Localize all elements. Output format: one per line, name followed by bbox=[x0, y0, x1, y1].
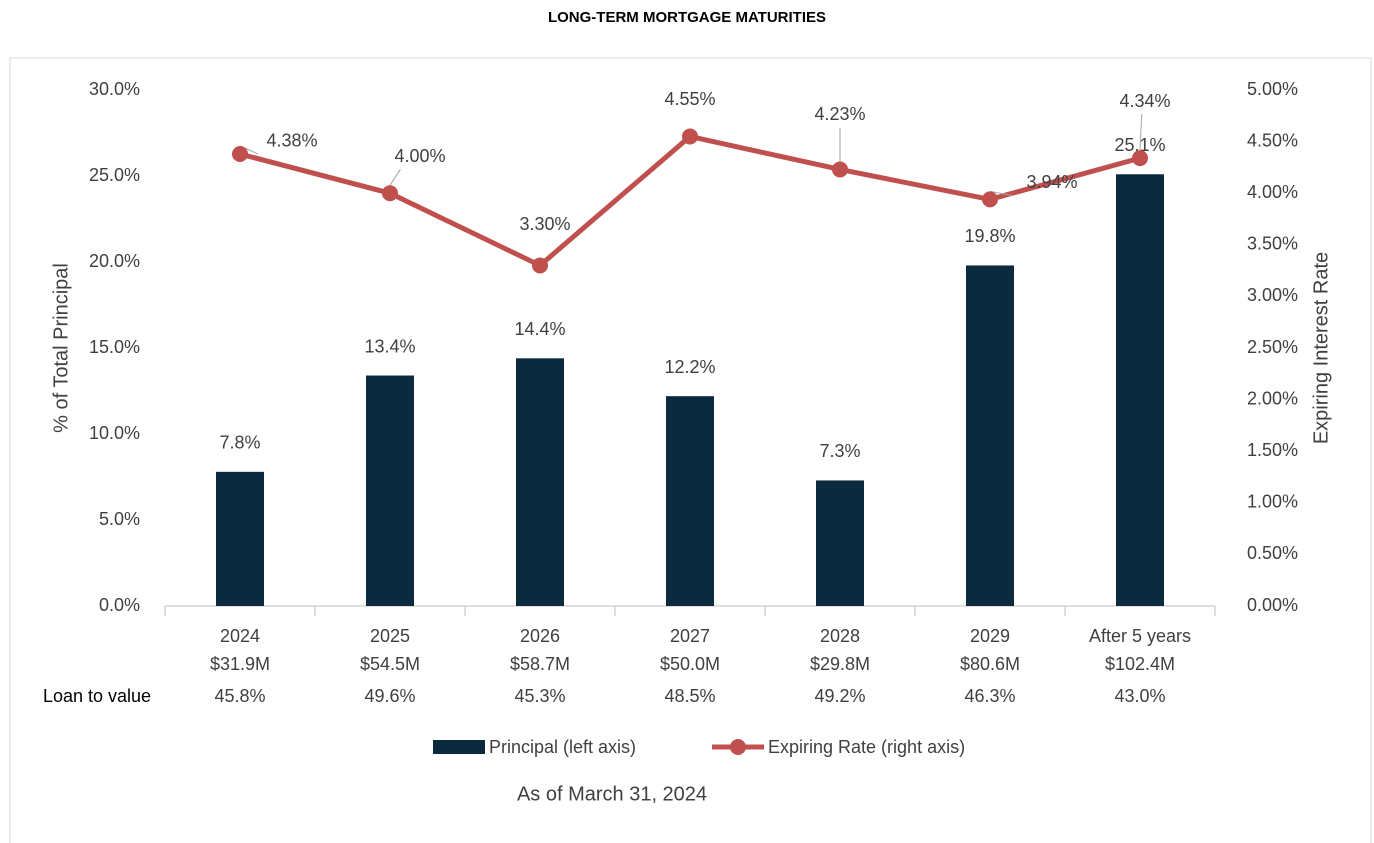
y2-tick-label: 3.00% bbox=[1247, 285, 1298, 305]
line-value-label: 3.94% bbox=[1026, 172, 1077, 192]
line-value-label: 3.30% bbox=[519, 214, 570, 234]
y2-tick-label: 0.00% bbox=[1247, 595, 1298, 615]
y2-tick-label: 1.00% bbox=[1247, 492, 1298, 512]
y2-tick-label: 0.50% bbox=[1247, 543, 1298, 563]
bar bbox=[366, 375, 414, 606]
x-tick-label: 2026 bbox=[520, 626, 560, 646]
y2-tick-label: 4.00% bbox=[1247, 182, 1298, 202]
category-amount: $80.6M bbox=[960, 654, 1020, 674]
x-tick-label: 2029 bbox=[970, 626, 1010, 646]
bar bbox=[216, 471, 264, 606]
bar-value-label: 12.2% bbox=[664, 357, 715, 377]
x-tick-label: 2024 bbox=[220, 626, 260, 646]
y2-tick-label: 4.50% bbox=[1247, 130, 1298, 150]
category-amount: $29.8M bbox=[810, 654, 870, 674]
bar bbox=[516, 358, 564, 606]
footnote: As of March 31, 2024 bbox=[517, 783, 707, 805]
line-value-label: 4.38% bbox=[266, 131, 317, 151]
y-tick-label: 5.0% bbox=[99, 509, 140, 529]
bar-value-label: 14.4% bbox=[514, 319, 565, 339]
bar bbox=[666, 396, 714, 606]
bar bbox=[1116, 174, 1164, 606]
x-tick-label: 2028 bbox=[820, 626, 860, 646]
line-point bbox=[1132, 150, 1148, 167]
bar-value-label: 7.8% bbox=[219, 433, 260, 453]
y2-tick-label: 2.00% bbox=[1247, 388, 1298, 408]
row-label: Loan to value bbox=[43, 686, 151, 706]
loan-to-value: 45.3% bbox=[514, 686, 565, 706]
line-value-label: 4.00% bbox=[394, 146, 445, 166]
legend-marker bbox=[730, 739, 746, 755]
line-point bbox=[982, 191, 998, 208]
loan-to-value: 49.2% bbox=[814, 686, 865, 706]
line-point bbox=[232, 145, 248, 162]
y2-tick-label: 2.50% bbox=[1247, 337, 1298, 357]
loan-to-value: 49.6% bbox=[364, 686, 415, 706]
category-amount: $58.7M bbox=[510, 654, 570, 674]
y-tick-label: 20.0% bbox=[89, 251, 140, 271]
y2-tick-label: 5.00% bbox=[1247, 79, 1298, 99]
line-point bbox=[832, 161, 848, 178]
line-value-label: 4.34% bbox=[1119, 91, 1170, 111]
y-tick-label: 25.0% bbox=[89, 165, 140, 185]
legend-swatch bbox=[433, 740, 485, 754]
legend-label: Principal (left axis) bbox=[489, 737, 636, 757]
y2-tick-label: 1.50% bbox=[1247, 440, 1298, 460]
y2-axis-title: Expiring Interest Rate bbox=[1310, 252, 1332, 444]
line-point bbox=[532, 257, 548, 274]
line-point bbox=[682, 128, 698, 145]
loan-to-value: 45.8% bbox=[214, 686, 265, 706]
line-value-label: 4.23% bbox=[814, 104, 865, 124]
bar-value-label: 13.4% bbox=[364, 336, 415, 356]
line-point bbox=[382, 185, 398, 202]
y-tick-label: 0.0% bbox=[99, 595, 140, 615]
y-tick-label: 30.0% bbox=[89, 79, 140, 99]
x-tick-label: 2025 bbox=[370, 626, 410, 646]
bar-value-label: 7.3% bbox=[819, 441, 860, 461]
category-amount: $31.9M bbox=[210, 654, 270, 674]
y-tick-label: 10.0% bbox=[89, 423, 140, 443]
y-tick-label: 15.0% bbox=[89, 337, 140, 357]
loan-to-value: 48.5% bbox=[664, 686, 715, 706]
chart-title: LONG-TERM MORTGAGE MATURITIES bbox=[548, 9, 826, 26]
category-amount: $102.4M bbox=[1105, 654, 1175, 674]
x-tick-label: 2027 bbox=[670, 626, 710, 646]
y2-tick-label: 3.50% bbox=[1247, 234, 1298, 254]
leader-line bbox=[389, 168, 401, 186]
bar bbox=[966, 265, 1014, 606]
category-amount: $50.0M bbox=[660, 654, 720, 674]
legend-label: Expiring Rate (right axis) bbox=[768, 737, 965, 757]
loan-to-value: 46.3% bbox=[964, 686, 1015, 706]
x-tick-label: After 5 years bbox=[1089, 626, 1191, 646]
loan-to-value: 43.0% bbox=[1114, 686, 1165, 706]
leader-line bbox=[989, 190, 1012, 196]
leader-line bbox=[1139, 114, 1143, 151]
bar-value-label: 19.8% bbox=[964, 226, 1015, 246]
chart-frame bbox=[9, 57, 1372, 843]
line-value-label: 4.55% bbox=[664, 89, 715, 109]
bar bbox=[816, 480, 864, 606]
y-axis-title: % of Total Principal bbox=[50, 263, 72, 433]
category-amount: $54.5M bbox=[360, 654, 420, 674]
